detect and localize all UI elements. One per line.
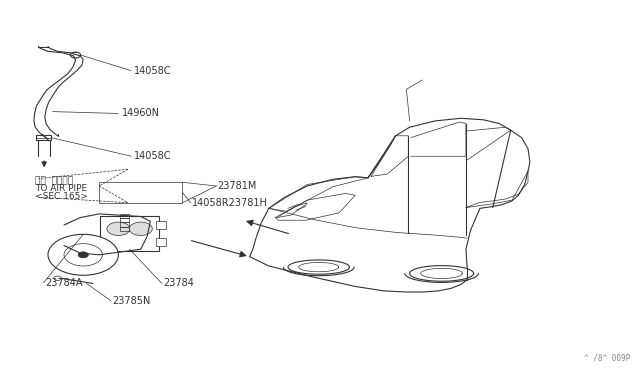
Text: 14058C: 14058C: [134, 151, 172, 161]
Text: ^ /8^ 009P: ^ /8^ 009P: [584, 354, 630, 363]
Circle shape: [78, 252, 88, 258]
FancyBboxPatch shape: [156, 221, 166, 229]
Text: 14058R23781H: 14058R23781H: [192, 198, 268, 208]
Text: 23781M: 23781M: [218, 181, 257, 191]
Text: エア  パイプへ: エア パイプへ: [35, 176, 73, 185]
Circle shape: [129, 222, 152, 235]
Bar: [36, 135, 51, 140]
Circle shape: [107, 222, 130, 235]
Text: 14058C: 14058C: [134, 66, 172, 76]
Circle shape: [64, 244, 102, 266]
Text: 14960N: 14960N: [122, 109, 159, 118]
Text: TO AIR PIPE: TO AIR PIPE: [35, 184, 87, 193]
Text: 23785N: 23785N: [112, 296, 150, 305]
Bar: [99, 182, 182, 203]
FancyBboxPatch shape: [156, 238, 166, 246]
Text: <SEC.165>: <SEC.165>: [35, 192, 88, 201]
FancyBboxPatch shape: [100, 216, 159, 251]
Circle shape: [48, 234, 118, 275]
Text: 23784: 23784: [163, 279, 194, 288]
Text: 23784A: 23784A: [45, 278, 83, 288]
